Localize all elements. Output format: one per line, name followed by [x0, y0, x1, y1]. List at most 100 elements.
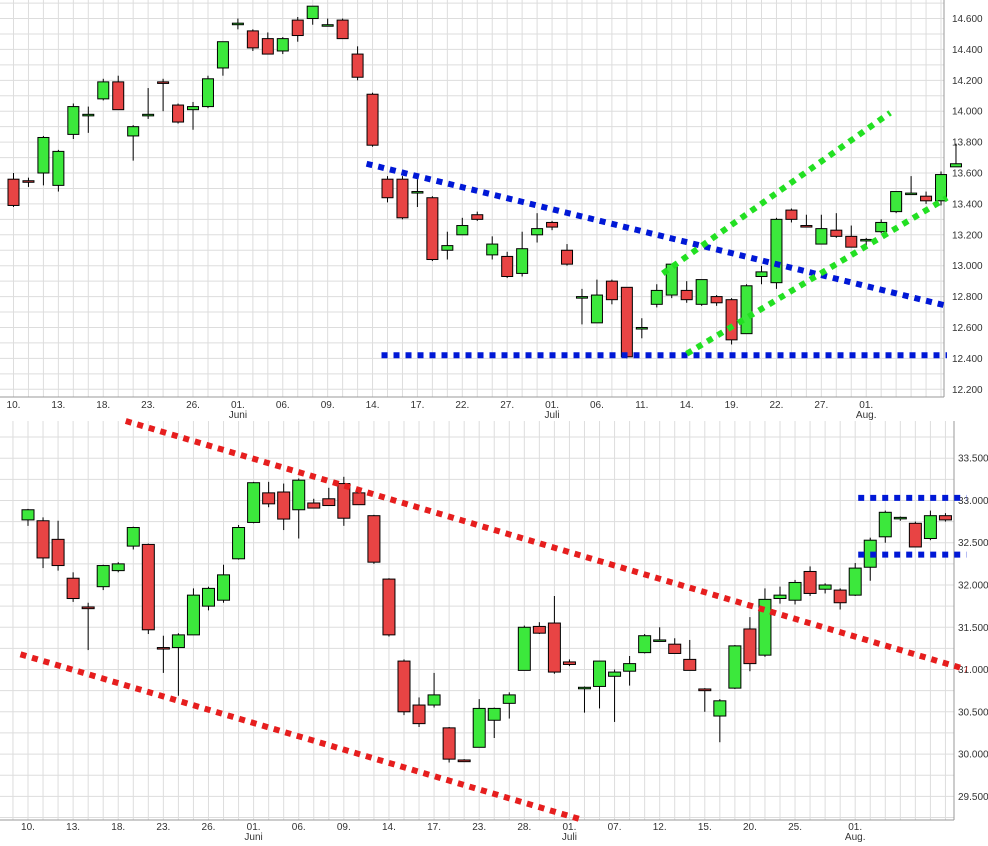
candle-up [427, 694, 441, 706]
y-tick-label: 13.000 [952, 261, 983, 272]
candle-up [321, 24, 334, 27]
x-tick-label: 01. [562, 822, 576, 833]
x-tick-label: 22. [455, 400, 469, 411]
candle-up [486, 243, 499, 256]
candle-up [653, 639, 667, 642]
candle-up [590, 294, 603, 324]
candle-up [935, 174, 948, 202]
candle-down [620, 286, 633, 358]
candle-up [695, 279, 708, 305]
candle-up [593, 660, 607, 687]
candle-up [923, 515, 937, 540]
candle-down [322, 498, 336, 507]
candle-down [457, 759, 471, 763]
candle-up [728, 645, 742, 689]
x-tick-label: 27. [500, 400, 514, 411]
candle-up [186, 594, 200, 636]
y-tick-label: 13.600 [952, 169, 983, 180]
x-tick-label: 10. [21, 822, 35, 833]
x-tick-label: 06. [276, 400, 290, 411]
y-tick-label: 13.200 [952, 230, 983, 241]
candle-up [758, 598, 772, 656]
x-tick-label: 13. [51, 400, 65, 411]
candle-down [547, 622, 561, 673]
candle-down [307, 502, 321, 509]
candle-up [650, 289, 663, 305]
candle-down [803, 570, 817, 594]
x-tick-label: 22. [770, 400, 784, 411]
candle-down [157, 81, 170, 84]
x-tick-month-label: Aug. [856, 410, 877, 421]
candle-down [246, 30, 259, 49]
y-tick-label: 30.500 [958, 707, 988, 718]
candle-down [908, 522, 922, 548]
candle-up [292, 479, 306, 511]
candle-up [411, 191, 424, 194]
candle-up [441, 245, 454, 251]
candle-up [818, 584, 832, 590]
candle-up [608, 671, 622, 677]
candle-up [905, 192, 918, 196]
x-tick-label: 10. [7, 400, 21, 411]
candle-up [142, 113, 155, 117]
candle-down [833, 589, 847, 604]
candle-down [261, 38, 274, 55]
candle-down [698, 688, 712, 692]
x-tick-label: 14. [680, 400, 694, 411]
x-tick-label: 27. [814, 400, 828, 411]
x-tick-label: 15. [698, 822, 712, 833]
candle-up [773, 594, 787, 600]
trend-line [365, 160, 948, 309]
chart-panel-top: 12.200 12.400 12.600 12.800 13.000 13.200 13.4… [0, 0, 983, 421]
candle-down [442, 727, 456, 760]
candle-up [82, 113, 95, 117]
x-tick-label: 09. [321, 400, 335, 411]
x-tick-label: 12. [653, 822, 667, 833]
candle-up [52, 150, 65, 186]
candle-up [37, 136, 50, 174]
x-tick-label: 26. [202, 822, 216, 833]
candle-up [860, 238, 873, 242]
y-tick-label: 14.200 [952, 76, 983, 87]
candle-down [262, 492, 276, 505]
x-tick-label: 01. [247, 822, 261, 833]
x-tick-label: 23. [141, 400, 155, 411]
candle-up [575, 296, 588, 299]
trend-line [19, 651, 581, 823]
candle-up [67, 106, 80, 135]
candle-up [502, 694, 516, 704]
candle-down [920, 195, 933, 202]
candle-down [7, 178, 20, 206]
candle-up [755, 271, 768, 278]
candle-down [337, 483, 351, 519]
candle-down [680, 289, 693, 301]
candle-up [949, 163, 962, 168]
candle-up [217, 574, 231, 601]
candle-down [156, 647, 170, 650]
candle-down [366, 93, 379, 146]
candle-up [216, 41, 229, 69]
candle-up [97, 81, 110, 100]
y-tick-label: 14.600 [952, 14, 983, 25]
candle-down [396, 178, 409, 219]
candle-up [111, 563, 125, 572]
candle-down [336, 19, 349, 40]
candle-up [770, 218, 783, 284]
y-tick-label: 31.500 [958, 623, 988, 634]
candle-up [815, 228, 828, 245]
x-tick-label: 25. [788, 822, 802, 833]
x-tick-month-label: Juli [545, 410, 560, 421]
candle-down [22, 180, 35, 183]
chart-panel-bottom: 29.500 30.000 30.500 31.000 31.500 32.000 32.5… [0, 418, 988, 843]
candle-up [201, 78, 214, 108]
candle-up [890, 191, 903, 213]
x-tick-label: 23. [156, 822, 170, 833]
candle-down [471, 214, 484, 220]
candle-up [713, 700, 727, 717]
candle-down [532, 625, 546, 634]
x-tick-label: 09. [337, 822, 351, 833]
x-tick-label: 13. [66, 822, 80, 833]
candle-up [306, 5, 319, 20]
x-tick-month-label: Aug. [845, 832, 866, 843]
